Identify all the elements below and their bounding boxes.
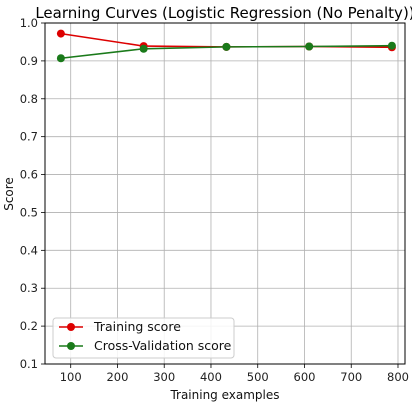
data-point-1-1 (139, 44, 148, 53)
y-tick-label: 0.5 (20, 205, 38, 219)
legend-label-cv: Cross-Validation score (94, 338, 232, 353)
x-tick-label: 400 (200, 370, 222, 384)
y-tick-label: 0.3 (20, 281, 38, 295)
x-tick-label: 800 (387, 370, 409, 384)
y-tick-label: 0.8 (20, 92, 38, 106)
legend-marker-cv (67, 342, 75, 350)
grid-lines (45, 22, 405, 365)
y-tick-label: 1.0 (20, 16, 38, 30)
plot-frame (44, 22, 406, 365)
x-axis-label: Training examples (169, 388, 279, 402)
y-tick-label: 0.1 (20, 357, 38, 371)
x-tick-label: 600 (294, 370, 316, 384)
chart-title: Learning Curves (Logistic Regression (No… (35, 4, 412, 22)
x-tick-label: 300 (153, 370, 175, 384)
data-point-1-3 (305, 42, 314, 51)
legend: Training score Cross-Validation score (52, 317, 235, 359)
y-tick-label: 0.7 (20, 130, 38, 144)
y-tick-label: 0.2 (20, 319, 38, 333)
y-tick-label: 0.9 (20, 54, 38, 68)
legend-label-training: Training score (93, 319, 181, 334)
data-point-1-2 (222, 42, 231, 51)
y-tick-label: 0.4 (20, 243, 38, 257)
series-layer (56, 29, 396, 63)
legend-marker-training (67, 323, 75, 331)
x-tick-label: 500 (247, 370, 269, 384)
y-tick-label: 0.6 (20, 168, 38, 182)
y-axis-ticks: 0.1 0.2 0.3 0.4 0.5 0.6 0.7 0.8 0.9 1.0 (20, 16, 45, 371)
data-point-1-4 (387, 41, 396, 50)
x-axis-ticks: 100 200 300 400 500 600 700 800 (60, 364, 409, 384)
data-point-1-0 (56, 54, 65, 63)
x-tick-label: 700 (340, 370, 362, 384)
data-point-0-0 (56, 29, 65, 38)
x-tick-label: 100 (60, 370, 82, 384)
x-tick-label: 200 (106, 370, 128, 384)
y-axis-label: Score (2, 177, 16, 211)
legend-box (52, 317, 235, 359)
